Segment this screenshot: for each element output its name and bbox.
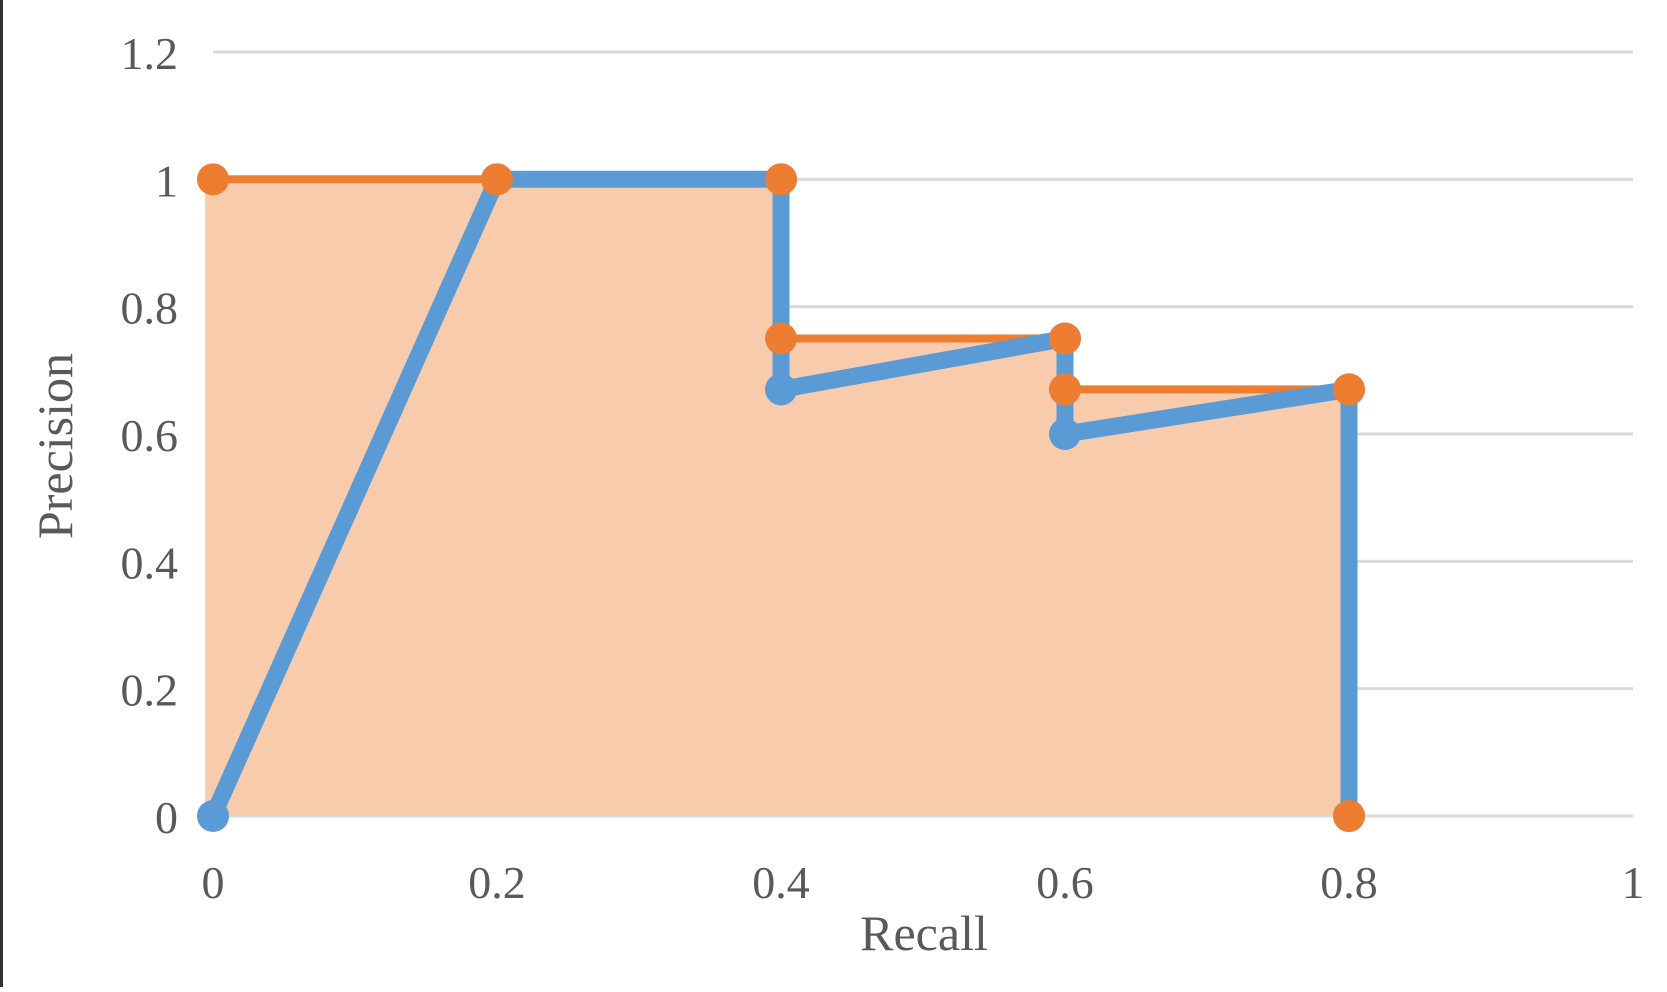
series-0-point-6 [1333,373,1365,406]
x-tick-label: 0.4 [752,857,810,908]
series-0-point-2 [765,163,797,196]
point-layer [197,163,1365,832]
x-axis-label: Recall [860,905,988,961]
series-0-point-4 [1049,322,1081,355]
x-tick-label: 1 [1622,857,1645,908]
y-axis-label: Precision [27,353,83,539]
y-tick-label: 0.6 [121,410,179,461]
x-tick-label: 0.2 [468,857,526,908]
y-tick-label: 0.8 [121,283,179,334]
x-tick-label: 0.8 [1320,857,1378,908]
x-tick-label: 0.6 [1036,857,1094,908]
series-0-point-7 [1333,800,1365,832]
series-0-point-1 [481,163,513,196]
y-tick-label: 0 [155,792,178,843]
series-1-point-0 [197,800,229,832]
series-1-line [204,170,1358,825]
y-tick-label: 1.2 [121,28,179,79]
y-tick-label: 1 [155,155,178,206]
y-tick-label: 0.2 [121,665,179,716]
x-tick-label: 0 [202,857,225,908]
left-border [0,0,3,987]
series-0-area [205,179,1349,817]
series-0-point-5 [1049,373,1081,406]
area-layer [205,179,1349,817]
line-layer [204,170,1358,825]
series-0-point-3 [765,322,797,355]
series-1-point-5 [1049,418,1081,450]
series-0-point-0 [197,163,229,196]
series-1-point-3 [765,373,797,406]
y-tick-label: 0.4 [121,537,179,588]
tick-layer: 0 0.2 0.4 0.6 0.8 1 1.2 0 0.2 0.4 0.6 0.8 1 [121,28,1645,908]
